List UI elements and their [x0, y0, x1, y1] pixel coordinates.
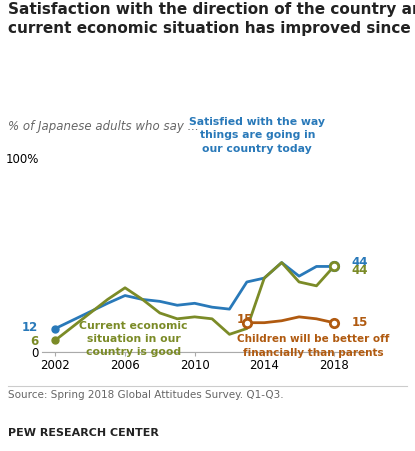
Text: % of Japanese adults who say ...: % of Japanese adults who say ... [8, 120, 199, 133]
Text: PEW RESEARCH CENTER: PEW RESEARCH CENTER [8, 428, 159, 438]
Text: 6: 6 [30, 335, 38, 348]
Text: Source: Spring 2018 Global Attitudes Survey. Q1-Q3.: Source: Spring 2018 Global Attitudes Sur… [8, 390, 284, 400]
Text: 44: 44 [351, 256, 368, 269]
Text: 15: 15 [237, 313, 253, 326]
Text: Satisfaction with the direction of the country and the
current economic situatio: Satisfaction with the direction of the c… [8, 2, 415, 36]
Text: Children will be better off
financially than parents: Children will be better off financially … [237, 334, 389, 358]
Text: 44: 44 [351, 264, 368, 277]
Text: 15: 15 [351, 316, 368, 329]
Text: 12: 12 [22, 321, 38, 334]
Text: Current economic
situation in our
country is good: Current economic situation in our countr… [80, 321, 188, 357]
Text: Satisfied with the way
things are going in
our country today: Satisfied with the way things are going … [189, 117, 325, 154]
